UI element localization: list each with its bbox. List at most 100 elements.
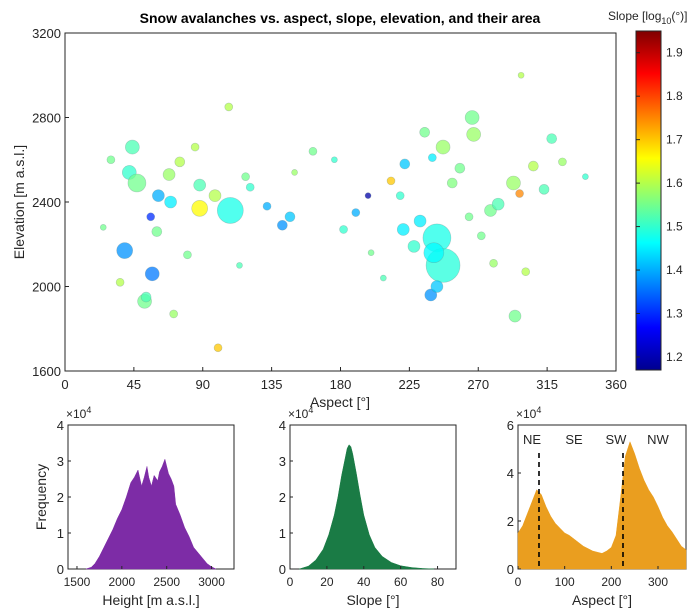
- y-tick-label: 2: [507, 514, 514, 529]
- scatter-point: [464, 110, 480, 125]
- hist-height-exponent: ×104: [66, 405, 91, 421]
- x-tick-label: 360: [605, 377, 627, 392]
- scatter-point: [364, 192, 372, 199]
- hist-aspect-annotations: NE SE SW NW: [523, 432, 670, 447]
- y-tick-label: 2: [57, 490, 64, 505]
- scatter-point: [582, 173, 589, 180]
- hist-aspect-x-ticks: 0 100 200 300: [515, 566, 668, 589]
- y-tick-label: 1: [57, 526, 64, 541]
- x-tick-label: 180: [330, 377, 352, 392]
- scatter-point: [106, 155, 116, 165]
- x-tick-label: 1500: [64, 575, 91, 589]
- scatter-point: [174, 156, 186, 168]
- scatter-point: [546, 133, 558, 144]
- scatter-point: [396, 223, 410, 236]
- y-tick-label: 2: [279, 490, 286, 505]
- scatter-point: [538, 184, 550, 195]
- scatter-point: [423, 242, 445, 263]
- hist-slope-x-label: Slope [°]: [346, 592, 399, 608]
- x-tick-label: 80: [431, 575, 445, 589]
- scatter-point: [380, 274, 387, 282]
- x-tick-label: 20: [320, 575, 334, 589]
- hist-aspect-x-label: Aspect [°]: [572, 592, 632, 608]
- y-tick-label: 0: [57, 562, 64, 577]
- y-tick-label: 4: [279, 418, 286, 433]
- scatter-point: [164, 195, 177, 209]
- scatter-point: [169, 309, 178, 319]
- colorbar-tick-label: 1.4: [666, 263, 683, 277]
- scatter-point: [367, 249, 375, 256]
- x-tick-label: 60: [394, 575, 408, 589]
- y-tick-label: 4: [507, 466, 514, 481]
- scatter-point: [162, 168, 176, 181]
- scatter-point: [528, 160, 539, 172]
- scatter-point: [291, 169, 298, 176]
- y-tick-label: 1: [279, 526, 286, 541]
- scatter-point: [151, 226, 163, 237]
- aspect-annotation: NE: [523, 432, 541, 447]
- hist-height-x-label: Height [m a.s.l.]: [102, 592, 199, 608]
- hist-height-y-label: Frequency: [33, 464, 49, 530]
- scatter-point: [506, 175, 521, 191]
- scatter-point: [466, 127, 481, 142]
- scatter-point: [125, 139, 140, 155]
- x-tick-label: 135: [261, 377, 283, 392]
- scatter-points: [99, 71, 589, 353]
- y-tick-label: 2000: [32, 280, 61, 295]
- scatter-point: [193, 178, 206, 192]
- colorbar: [635, 30, 662, 371]
- x-tick-label: 3000: [198, 575, 225, 589]
- y-tick-label: 4: [57, 418, 64, 433]
- scatter-point: [183, 250, 192, 260]
- scatter-axes-box: [64, 32, 617, 372]
- y-tick-label: 2400: [32, 195, 61, 210]
- x-tick-label: 0: [515, 575, 522, 589]
- scatter-point: [144, 266, 160, 282]
- scatter-point: [339, 225, 348, 234]
- y-tick-label: 2800: [32, 111, 61, 126]
- y-tick-label: 0: [507, 562, 514, 577]
- scatter-point: [146, 212, 156, 222]
- colorbar-tick-label: 1.8: [666, 89, 683, 103]
- scatter-point: [140, 291, 152, 303]
- colorbar-tick-label: 1.9: [666, 46, 683, 60]
- scatter-point: [386, 176, 396, 186]
- scatter-x-ticks: 0 45 90 135 180 225 270 315 360: [61, 367, 627, 392]
- scatter-point: [517, 71, 525, 79]
- scatter-point: [446, 177, 458, 189]
- y-tick-label: 0: [279, 562, 286, 577]
- x-tick-label: 100: [555, 575, 575, 589]
- scatter-point: [491, 197, 505, 211]
- y-tick-label: 6: [507, 418, 514, 433]
- aspect-annotation: NW: [647, 432, 669, 447]
- scatter-point: [208, 189, 222, 202]
- x-tick-label: 0: [61, 377, 68, 392]
- x-tick-label: 0: [287, 575, 294, 589]
- scatter-point: [241, 172, 250, 181]
- scatter-point: [413, 214, 427, 228]
- colorbar-tick-label: 1.5: [666, 220, 683, 234]
- hist-slope-area: [299, 444, 434, 570]
- aspect-annotation: SW: [606, 432, 628, 447]
- scatter-point: [464, 212, 474, 222]
- scatter-point: [236, 262, 243, 269]
- colorbar-tick-label: 1.2: [666, 350, 683, 364]
- x-tick-label: 300: [648, 575, 668, 589]
- hist-aspect-area: [517, 441, 687, 570]
- scatter-point: [399, 158, 411, 170]
- scatter-point: [277, 219, 288, 231]
- x-tick-label: 225: [399, 377, 421, 392]
- colorbar-tick-label: 1.6: [666, 176, 683, 190]
- scatter-point: [152, 189, 165, 202]
- x-tick-label: 200: [601, 575, 621, 589]
- scatter-point: [430, 280, 444, 293]
- scatter-point: [331, 156, 338, 164]
- hist-aspect-y-ticks: 0 2 4 6: [507, 418, 521, 577]
- x-tick-label: 270: [467, 377, 489, 392]
- x-tick-label: 2500: [153, 575, 180, 589]
- scatter-point: [395, 191, 405, 200]
- scatter-y-ticks: 1600 2000 2400 2800 3200: [32, 26, 69, 379]
- hist-height-x-ticks: 1500 2000 2500 3000: [64, 566, 225, 589]
- scatter-point: [508, 309, 522, 323]
